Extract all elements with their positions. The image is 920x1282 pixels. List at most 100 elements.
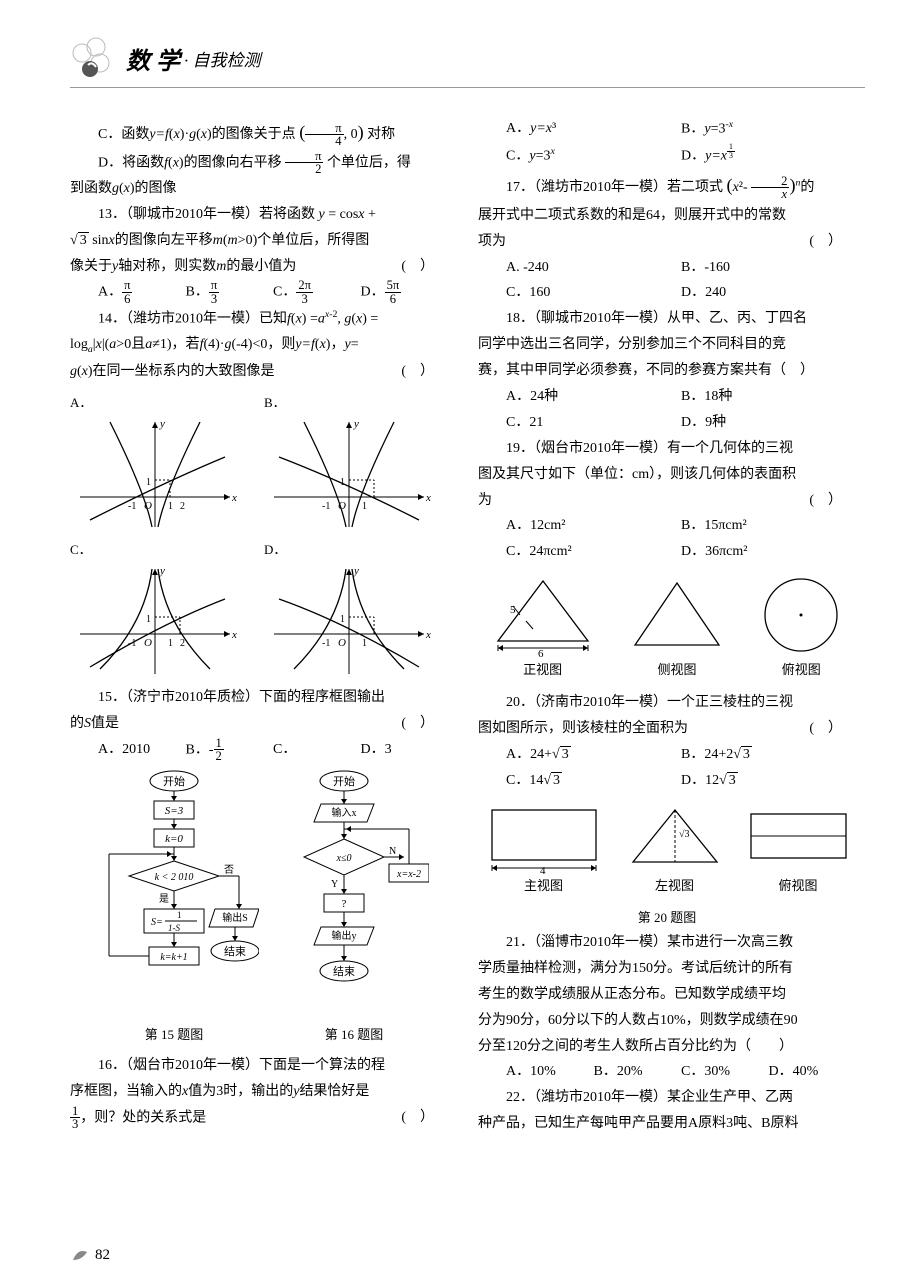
svg-text:√3: √3 [679, 829, 690, 840]
q20-opt-d: D．12√3 [681, 768, 856, 794]
q12-option-d-cont: 到函数g(x)的图像 [70, 176, 448, 202]
q17-text-2: 展开式中二项式系数的和是64，则展开式中的常数 [478, 203, 856, 229]
q15-opt-b: B．-12 [186, 737, 274, 763]
header-ornament-icon [70, 35, 116, 81]
answer-paren: (） [401, 1105, 448, 1131]
q16-opt-c: C．y=3x [506, 143, 681, 170]
q19-views: 5 6 正视图 侧视图 俯视图 [478, 573, 856, 682]
q13-text-3: 像关于y轴对称，则实数m的最小值为(） [70, 254, 448, 280]
q21-opt-c: C．30% [681, 1059, 769, 1085]
svg-text:结束: 结束 [224, 945, 246, 958]
q20-views: 4 主视图 √3 左视图 俯视图 [478, 802, 856, 898]
q18-opt-a: A．24种 [506, 384, 681, 410]
svg-text:1: 1 [177, 910, 182, 920]
q14-graphs-row2: C． x y O -112 1 D． [70, 538, 448, 679]
q16-options: A．y=x³ B．y=3-x C．y=3x D．y=x13 [506, 116, 856, 169]
q17-text-3: 项为(） [478, 229, 856, 255]
q19-opt-a: A．12cm² [506, 513, 681, 539]
q12-option-c: C．函数y=f(x)·g(x)的图像关于点 (π4, 0) 对称 [70, 116, 448, 150]
content-columns: C．函数y=f(x)·g(x)的图像关于点 (π4, 0) 对称 D．将函数f(… [70, 116, 865, 1137]
svg-text:N: N [389, 846, 396, 857]
answer-paren: (） [809, 488, 856, 514]
svg-text:?: ? [342, 898, 347, 910]
q20-options: A．24+√3 B．24+2√3 C．14√3 D．12√3 [506, 742, 856, 794]
svg-text:y: y [159, 418, 165, 430]
page-number: 82 [70, 1246, 110, 1264]
svg-text:2: 2 [180, 638, 185, 649]
q18-opt-b: B．18种 [681, 384, 856, 410]
svg-text:x≤0: x≤0 [336, 853, 352, 864]
q21-opt-a: A．10% [506, 1059, 594, 1085]
q20-top-view: 俯视图 [746, 802, 851, 898]
q15-opt-c: C． [273, 737, 361, 763]
q21-opt-d: D．40% [769, 1059, 857, 1085]
svg-text:y: y [159, 565, 165, 577]
svg-text:6: 6 [538, 648, 544, 658]
q20-opt-c: C．14√3 [506, 768, 681, 794]
q14-graph-a: A． x y O -112 1 [70, 391, 254, 532]
q14-text-3: g(x)在同一坐标系内的大致图像是(） [70, 359, 448, 385]
q16-text-2: 序框图，当输入的x值为3时，输出的y结果恰好是 [70, 1079, 448, 1105]
q19-opt-d: D．36πcm² [681, 539, 856, 565]
q14-text-2: loga|x|(a>0且a≠1)，若f(4)·g(-4)<0，则y=f(x)，y… [70, 332, 448, 359]
q16-opt-a: A．y=x³ [506, 116, 681, 143]
q19-side-view: 侧视图 [627, 573, 727, 682]
q20-left-view: √3 左视图 [625, 802, 725, 898]
svg-text:否: 否 [224, 864, 234, 876]
svg-text:结束: 结束 [333, 965, 355, 978]
svg-text:开始: 开始 [163, 774, 185, 788]
svg-text:输出S: 输出S [222, 911, 248, 924]
svg-text:Y: Y [331, 879, 338, 890]
q17-opt-c: C．160 [506, 280, 681, 306]
q13-text-2: √3 sinx的图像向左平移m(m>0)个单位后，所得图 [70, 228, 448, 254]
q13-opt-d: D．5π6 [361, 279, 449, 305]
q14-graphs-row1: A． x y O -112 1 B． [70, 391, 448, 532]
q13-opt-c: C．2π3 [273, 279, 361, 305]
svg-text:1-S: 1-S [168, 923, 180, 933]
q15-text: 15．（济宁市2010年质检）下面的程序框图输出 [70, 685, 448, 711]
q14-graph-c: C． x y O -112 1 [70, 538, 254, 679]
svg-text:k=0: k=0 [165, 833, 183, 845]
svg-text:y: y [353, 418, 359, 430]
q19-text-3: 为(） [478, 488, 856, 514]
leaf-icon [70, 1246, 90, 1264]
svg-text:是: 是 [159, 893, 169, 905]
q18-opt-c: C．21 [506, 410, 681, 436]
q20-opt-b: B．24+2√3 [681, 742, 856, 768]
header-subject: 数 学 [126, 41, 180, 76]
answer-paren: (） [401, 254, 448, 280]
q17-options: A. -240 B．-160 C．160 D．240 [506, 255, 856, 307]
q13-opt-a: A．π6 [98, 279, 186, 305]
q19-opt-c: C．24πcm² [506, 539, 681, 565]
svg-text:x: x [231, 492, 237, 504]
q17-opt-a: A. -240 [506, 255, 681, 281]
svg-text:-1: -1 [322, 638, 330, 649]
svg-text:k=k+1: k=k+1 [160, 952, 187, 963]
q16-text-3: 13，则？处的关系式是(） [70, 1105, 448, 1131]
svg-text:1: 1 [340, 614, 345, 625]
svg-text:1: 1 [146, 614, 151, 625]
svg-text:1: 1 [362, 638, 367, 649]
svg-text:-1: -1 [322, 501, 330, 512]
svg-text:开始: 开始 [333, 774, 355, 788]
svg-text:O: O [338, 637, 346, 649]
q21-options: A．10% B．20% C．30% D．40% [506, 1059, 856, 1085]
flowcharts: 开始 S=3 k=0 k < 2 010 是 否 输出S 结束 [70, 769, 448, 1047]
svg-text:y: y [353, 565, 359, 577]
svg-text:1: 1 [168, 638, 173, 649]
svg-text:x: x [425, 629, 431, 641]
svg-text:1: 1 [362, 501, 367, 512]
q15-opt-a: A．2010 [98, 737, 186, 763]
q18-text: 18．（聊城市2010年一模）从甲、乙、丙、丁四名 [478, 306, 856, 332]
q22-text: 22．（潍坊市2010年一模）某企业生产甲、乙两 [478, 1085, 856, 1111]
q14-text: 14．（潍坊市2010年一模）已知f(x) =ax-2, g(x) = [70, 306, 448, 333]
q13-text: 13．（聊城市2010年一模）若将函数 y = cosx + [70, 202, 448, 228]
q21-text-4: 分为90分，60分以下的人数占10%，则数学成绩在90 [478, 1008, 856, 1034]
q17-opt-b: B．-160 [681, 255, 856, 281]
q19-text-2: 图及其尺寸如下（单位：cm），则该几何体的表面积 [478, 462, 856, 488]
q21-opt-b: B．20% [594, 1059, 682, 1085]
q16-flowchart: 开始 输入x x≤0 Y N x=x-2 ? 输出y [279, 769, 429, 1047]
svg-text:1: 1 [168, 501, 173, 512]
q14-graph-b: B． x y O -11 1 [264, 391, 448, 532]
q15-options: A．2010 B．-12 C． D．3 [98, 737, 448, 763]
